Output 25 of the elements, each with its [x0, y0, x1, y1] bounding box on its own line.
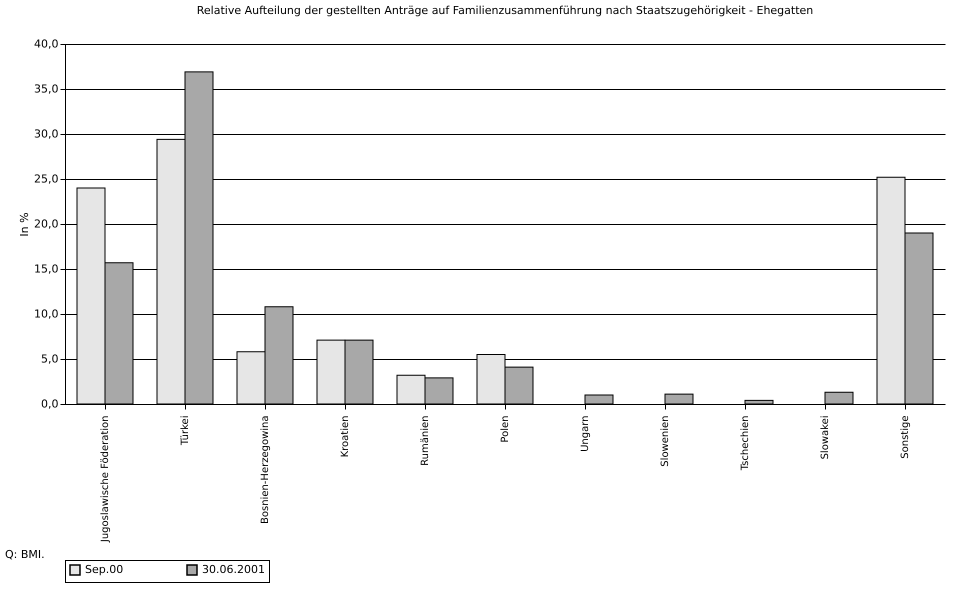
- x-tick-label: Bosnien-Herzegowina: [260, 416, 271, 524]
- legend-label: 30.06.2001: [202, 563, 265, 576]
- x-tick-label: Sonstige: [900, 416, 911, 459]
- x-tick-label: Türkei: [180, 416, 191, 446]
- y-tick-label: 35,0: [34, 82, 58, 96]
- x-tick-label: Slowakei: [820, 416, 831, 460]
- y-tick-label: 30,0: [34, 128, 58, 140]
- x-tick-label: Slowenien: [660, 416, 671, 467]
- text: Q: BMI.: [5, 548, 45, 561]
- y-tick-label: 15,0: [34, 262, 58, 276]
- y-axis-title: In %: [18, 212, 32, 237]
- chart-title: Relative Aufteilung der gestellten Anträge auf Familienzusammenführung nach Staatszugehörigkeit - Ehegatten: [196, 4, 814, 17]
- x-tick-label: Rumänien: [420, 416, 431, 466]
- y-tick-label: 40,0: [34, 38, 58, 50]
- y-tick-label: 5,0: [41, 352, 58, 366]
- x-tick-label: Polen: [500, 416, 511, 443]
- y-tick-label: 0,0: [41, 398, 58, 410]
- y-tick-label: 20,0: [34, 218, 58, 230]
- y-tick-label: 10,0: [34, 308, 58, 320]
- x-tick-label: Jugoslawische Föderation: [100, 416, 111, 544]
- y-tick-label: 25,0: [34, 172, 58, 186]
- x-tick-label: Kroatien: [340, 416, 351, 458]
- x-tick-label: Tschechien: [740, 416, 751, 472]
- x-tick-label: Ungarn: [580, 416, 591, 452]
- legend-label: Sep.00: [85, 563, 124, 576]
